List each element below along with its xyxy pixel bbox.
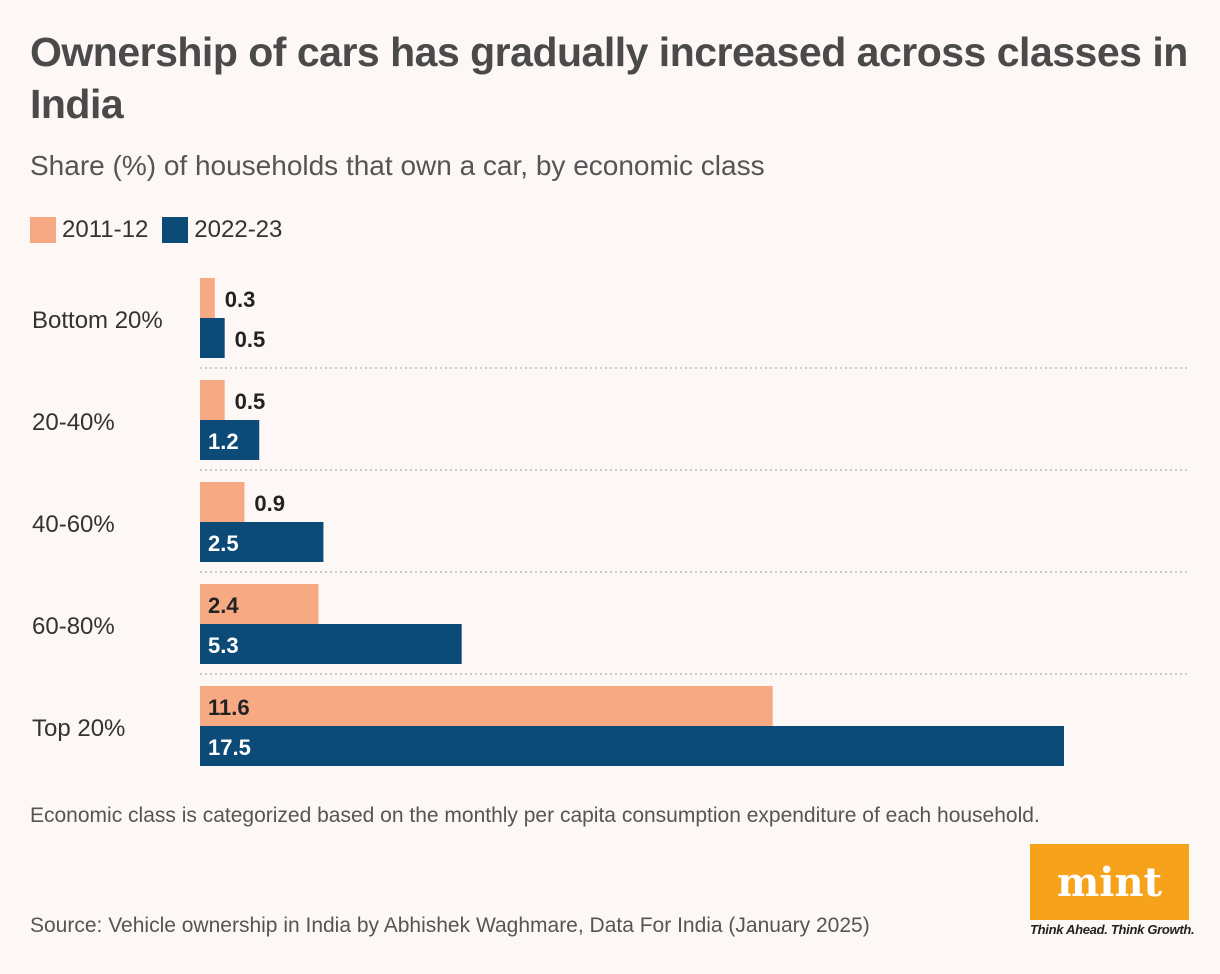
data-label: 0.9 bbox=[254, 491, 285, 516]
data-label: 0.5 bbox=[235, 389, 266, 414]
data-label: 2.4 bbox=[208, 593, 239, 618]
legend-label: 2022-23 bbox=[194, 216, 283, 243]
source: Source: Vehicle ownership in India by Ab… bbox=[30, 914, 870, 937]
bar-2022-23 bbox=[200, 522, 324, 562]
data-label: 2.5 bbox=[208, 531, 239, 556]
category-label: 20-40% bbox=[32, 409, 115, 436]
legend-item-2011-12: 2011-12 bbox=[30, 216, 148, 244]
chart-subtitle: Share (%) of households that own a car, … bbox=[30, 150, 765, 181]
data-label: 17.5 bbox=[208, 735, 251, 760]
bar-2022-23 bbox=[200, 318, 225, 358]
data-label: 5.3 bbox=[208, 633, 239, 658]
data-label: 0.3 bbox=[225, 287, 256, 312]
category-label: Bottom 20% bbox=[32, 307, 163, 334]
footnote: Economic class is categorized based on t… bbox=[30, 804, 1040, 827]
category-label: 60-80% bbox=[32, 613, 115, 640]
bar-2022-23 bbox=[200, 726, 1064, 766]
data-label: 0.5 bbox=[235, 327, 266, 352]
legend-swatch bbox=[162, 217, 189, 243]
mint-logo: mint bbox=[1030, 844, 1189, 920]
data-label: 11.6 bbox=[208, 695, 250, 720]
chart-title: Ownership of cars has gradually increase… bbox=[30, 29, 1188, 127]
bar-2011-12 bbox=[200, 278, 215, 318]
bar-2022-23 bbox=[200, 420, 260, 460]
legend: 2011-12 2022-23 bbox=[30, 216, 296, 244]
logo-tagline: Think Ahead. Think Growth. bbox=[1030, 922, 1195, 937]
legend-item-2022-23: 2022-23 bbox=[162, 216, 282, 244]
bar-2011-12 bbox=[200, 380, 225, 420]
bar-2011-12 bbox=[200, 686, 773, 726]
data-label: 1.2 bbox=[208, 429, 239, 454]
legend-swatch bbox=[30, 217, 56, 243]
legend-label: 2011-12 bbox=[62, 216, 149, 243]
bar-2011-12 bbox=[200, 584, 319, 624]
bar-2022-23 bbox=[200, 624, 462, 664]
bar-2011-12 bbox=[200, 482, 245, 522]
category-label: Top 20% bbox=[32, 715, 125, 742]
category-label: 40-60% bbox=[32, 511, 115, 538]
